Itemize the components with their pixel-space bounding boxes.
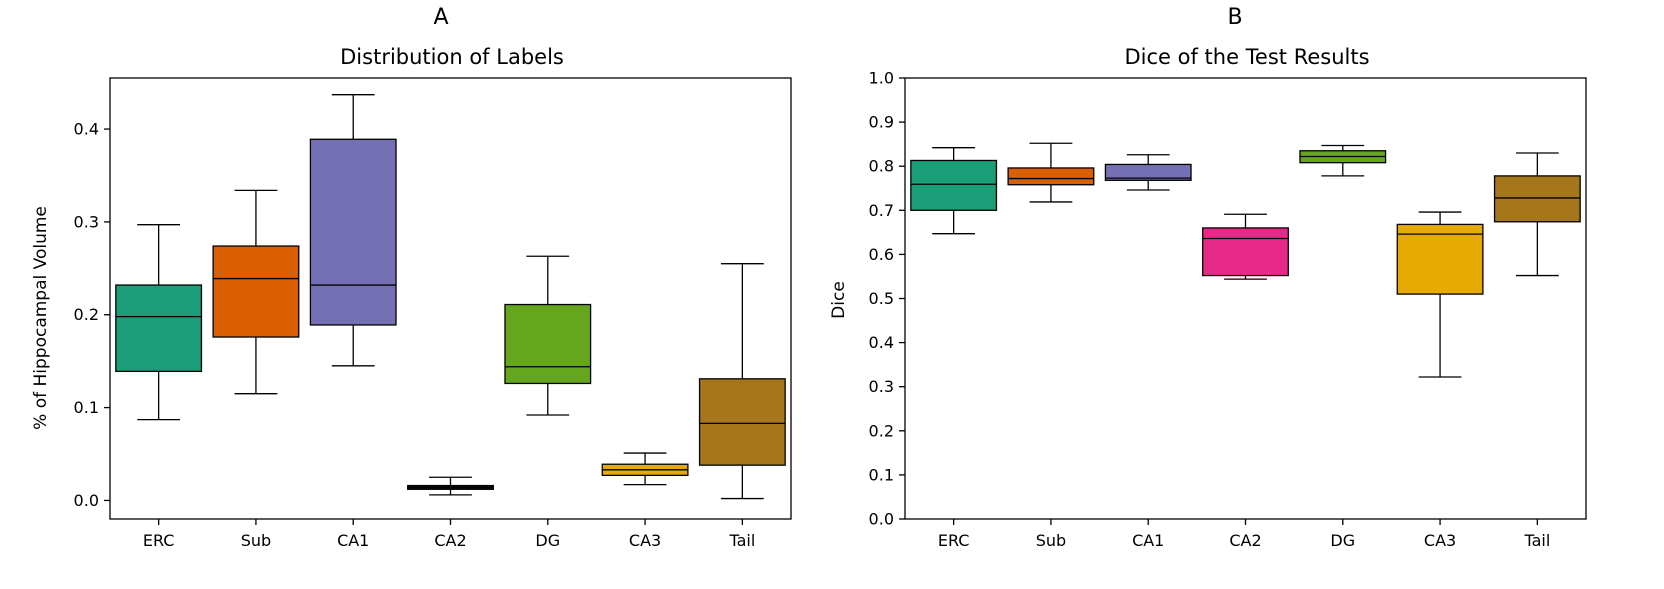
- y-tick-label: 0.7: [869, 201, 894, 220]
- axes-frame: [904, 77, 1587, 520]
- y-tick-label: 1.0: [869, 69, 894, 88]
- x-tick-label-ca2: CA2: [434, 531, 466, 550]
- y-tick-label: 0.6: [869, 245, 894, 264]
- y-tick-label: 0.1: [869, 465, 894, 484]
- chart-title-b: Dice of the Test Results: [1124, 45, 1369, 69]
- x-tick-label-sub: Sub: [241, 531, 271, 550]
- box-sub: [1007, 167, 1095, 186]
- y-tick-label: 0.9: [869, 113, 894, 132]
- chart-title-a: Distribution of Labels: [340, 45, 564, 69]
- y-tick-label: 0.3: [869, 377, 894, 396]
- y-axis-label-b: Dice: [829, 281, 849, 319]
- x-tick-label-erc: ERC: [938, 531, 970, 550]
- x-tick-label-ca3: CA3: [629, 531, 661, 550]
- y-tick-label: 0.3: [74, 212, 99, 231]
- box-erc: [910, 159, 998, 211]
- box-ca3: [1396, 223, 1484, 295]
- x-tick-label-tail: Tail: [728, 531, 755, 550]
- x-tick-label-ca1: CA1: [337, 531, 369, 550]
- y-tick-label: 0.2: [74, 305, 99, 324]
- panel-letter-a: A: [433, 5, 448, 30]
- y-tick-label: 0.8: [869, 157, 894, 176]
- panel-a: A Distribution of Labels % of Hippocampa…: [31, 5, 792, 550]
- y-tick-label: 0.2: [869, 421, 894, 440]
- x-tick-label-dg: DG: [1330, 531, 1355, 550]
- x-tick-label-ca1: CA1: [1132, 531, 1164, 550]
- y-tick-label: 0.0: [869, 510, 894, 529]
- y-tick-label: 0.5: [869, 289, 894, 308]
- box-ca1: [1104, 163, 1192, 181]
- box-erc: [115, 284, 203, 373]
- x-tick-label-erc: ERC: [143, 531, 175, 550]
- y-tick-label: 0.4: [869, 333, 894, 352]
- x-tick-label-dg: DG: [535, 531, 560, 550]
- x-tick-label-sub: Sub: [1036, 531, 1066, 550]
- y-tick-label: 0.4: [74, 120, 99, 139]
- box-tail: [698, 378, 786, 466]
- box-dg: [504, 303, 592, 385]
- axes-frame: [109, 77, 792, 520]
- plot-area-a: 0.0 0.1 0.2 0.3 0.4 ERC Sub CA1 CA2 DG CA3 Tail: [74, 77, 792, 550]
- y-axis-label-a: % of Hippocampal Volume: [31, 206, 51, 430]
- plot-area-b: 0.0 0.1 0.2 0.3 0.4 0.5 0.6 0.7 0.8 0.9 1.0 ERC Sub C…: [869, 69, 1587, 550]
- y-tick-label: 0.0: [74, 491, 99, 510]
- panel-letter-b: B: [1227, 5, 1242, 30]
- x-tick-label-ca3: CA3: [1424, 531, 1456, 550]
- x-tick-label-ca2: CA2: [1229, 531, 1261, 550]
- box-tail: [1493, 175, 1581, 223]
- x-tick-label-tail: Tail: [1523, 531, 1550, 550]
- y-tick-label: 0.1: [74, 398, 99, 417]
- box-sub: [212, 245, 300, 338]
- box-ca1: [309, 138, 397, 326]
- box-ca2: [1202, 227, 1289, 277]
- panel-b: B Dice of the Test Results Dice 0.00.10.…: [829, 5, 1587, 550]
